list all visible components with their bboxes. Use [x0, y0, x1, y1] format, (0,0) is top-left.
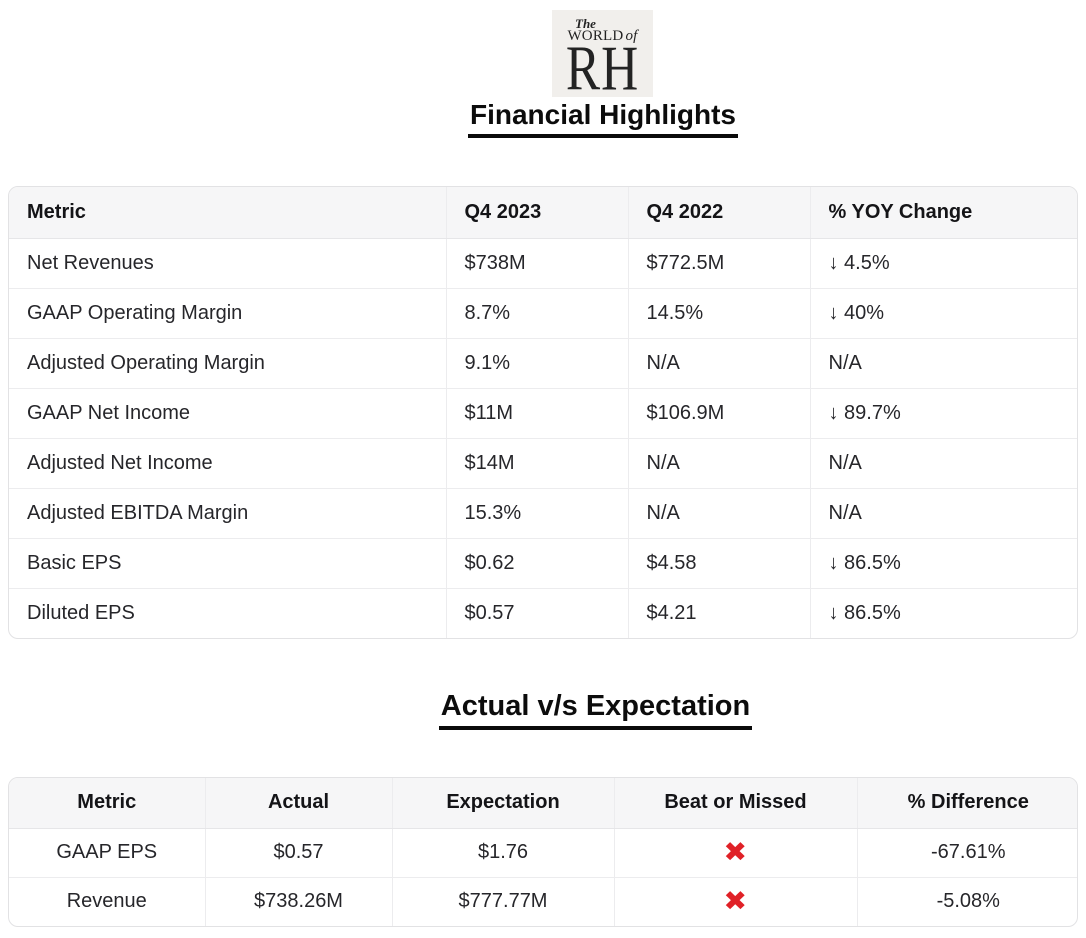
expectation-cell: $1.76 [391, 828, 614, 877]
q4-2023-cell: $11M [445, 387, 628, 438]
header-metric: Metric [9, 778, 205, 829]
table-row: Basic EPS $0.62 $4.58 ↓ 86.5% [9, 537, 1077, 588]
missed-x-icon: ✖ [723, 885, 748, 916]
difference-cell: -67.61% [856, 828, 1077, 877]
actual-vs-expectation-title-text: Actual v/s Expectation [438, 690, 753, 730]
metric-cell: Net Revenues [27, 251, 154, 274]
yoy-cell: ↓ 86.5% [809, 587, 1077, 638]
header-actual: Actual [204, 778, 392, 829]
header-difference: % Difference [856, 778, 1077, 829]
table-header-row: Metric Actual Expectation Beat or Missed… [9, 778, 1077, 829]
actual-vs-expectation-table-grid: Metric Actual Expectation Beat or Missed… [9, 778, 1077, 926]
metric-cell: GAAP Operating Margin [9, 287, 446, 338]
q4-2023-cell: $0.57 [445, 587, 628, 638]
table-row: GAAP Net Income $11M $106.9M ↓ 89.7% [9, 387, 1077, 438]
metric-cell: GAAP Net Income [9, 387, 446, 438]
q4-2022-cell: $772.5M [627, 238, 810, 288]
logo-of-word: of [625, 28, 638, 44]
q4-2022-cell: N/A [627, 437, 810, 488]
table-header-row: Metric Q4 2023 Q4 2022 % YOY Change [9, 187, 1077, 239]
missed-x-icon: ✖ [723, 836, 748, 867]
table-row: Adjusted Net Income $14M N/A N/A [9, 437, 1077, 488]
yoy-cell: N/A [809, 487, 1077, 538]
yoy-cell: ↓ 40% [809, 287, 1077, 338]
table-row: Net Revenues $738M $772.5M ↓ 4.5% [9, 238, 1077, 288]
header-q4-2023: Q4 2023 [445, 187, 628, 239]
table-row: Adjusted Operating Margin 9.1% N/A N/A [9, 337, 1077, 388]
metric-cell: Diluted EPS [9, 587, 446, 638]
financial-highlights-table: Metric Q4 2023 Q4 2022 % YOY Change Net … [8, 186, 1078, 639]
header-yoy-change: % YOY Change [809, 187, 1077, 239]
table-row: GAAP Operating Margin 8.7% 14.5% ↓ 40% [9, 287, 1077, 338]
yoy-cell: N/A [809, 337, 1077, 388]
table-row: GAAP EPS $0.57 $1.76 ✖ -67.61% [9, 828, 1077, 877]
yoy-cell: ↓ 89.7% [809, 387, 1077, 438]
beat-or-missed-cell: ✖ [613, 876, 857, 926]
logo-rh-monogram: RH [565, 33, 640, 97]
metric-cell: GAAP EPS [56, 841, 158, 863]
actual-vs-expectation-title: Actual v/s Expectation [0, 690, 1086, 730]
metric-cell: Adjusted EBITDA Margin [9, 487, 446, 538]
logo-world-word: WORLD [567, 28, 624, 44]
q4-2022-cell: $106.9M [627, 387, 810, 438]
q4-2023-cell: $14M [445, 437, 628, 488]
metric-cell: Adjusted Operating Margin [9, 337, 446, 388]
q4-2022-cell: N/A [627, 487, 810, 538]
q4-2023-cell: 9.1% [445, 337, 628, 388]
financial-highlights-title-text: Financial Highlights [467, 99, 738, 138]
q4-2023-cell: $0.62 [445, 537, 628, 588]
table-row: Adjusted EBITDA Margin 15.3% N/A N/A [9, 487, 1077, 538]
table-row: Revenue $738.26M $777.77M ✖ -5.08% [9, 876, 1077, 926]
difference-cell: -5.08% [856, 876, 1077, 926]
header-metric: Metric [9, 187, 446, 239]
financial-highlights-title: Financial Highlights [0, 99, 1086, 138]
q4-2023-cell: $738M [445, 238, 628, 288]
yoy-cell: ↓ 4.5% [809, 238, 1077, 288]
q4-2022-cell: $4.58 [627, 537, 810, 588]
logo-the-text: The [575, 16, 596, 31]
rh-logo: The WORLD of RH [552, 10, 653, 97]
financial-highlights-table-grid: Metric Q4 2023 Q4 2022 % YOY Change Net … [9, 187, 1077, 638]
q4-2023-cell: 8.7% [445, 287, 628, 338]
actual-vs-expectation-table: Metric Actual Expectation Beat or Missed… [8, 777, 1078, 927]
metric-cell: Revenue [9, 876, 205, 926]
table-row: Diluted EPS $0.57 $4.21 ↓ 86.5% [9, 587, 1077, 638]
q4-2023-cell: 15.3% [445, 487, 628, 538]
metric-cell: Basic EPS [9, 537, 446, 588]
q4-2022-cell: $4.21 [627, 587, 810, 638]
q4-2022-cell: N/A [627, 337, 810, 388]
beat-or-missed-cell: ✖ [613, 828, 857, 877]
header-expectation: Expectation [391, 778, 614, 829]
logo-world-text: WORLD of [567, 28, 638, 44]
header-q4-2022: Q4 2022 [627, 187, 810, 239]
q4-2022-cell: 14.5% [627, 287, 810, 338]
actual-cell: $0.57 [204, 828, 392, 877]
actual-cell: $738.26M [204, 876, 392, 926]
yoy-cell: N/A [809, 437, 1077, 488]
yoy-cell: ↓ 86.5% [809, 537, 1077, 588]
expectation-cell: $777.77M [391, 876, 614, 926]
header-beat-or-missed: Beat or Missed [613, 778, 857, 829]
metric-cell: Adjusted Net Income [9, 437, 446, 488]
